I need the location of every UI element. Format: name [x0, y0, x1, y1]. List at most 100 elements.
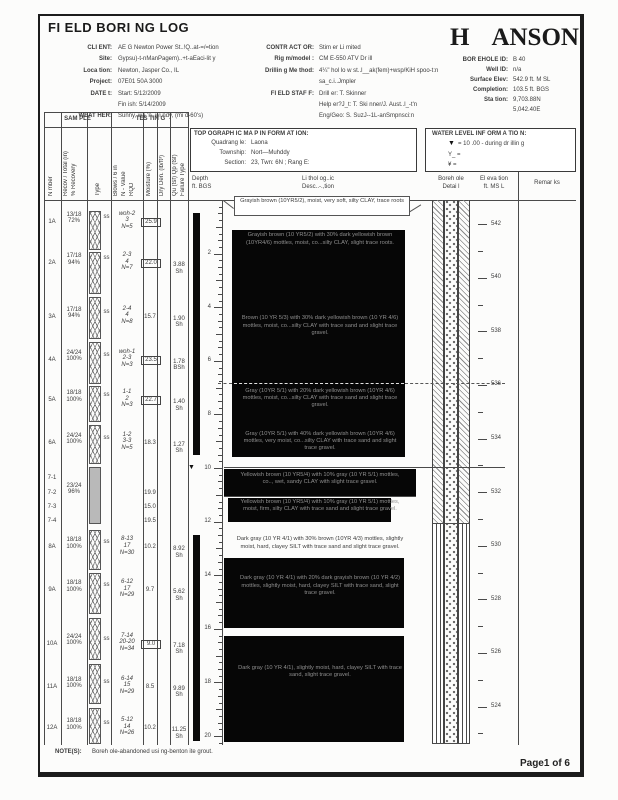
sample-moisture: 8.5 — [145, 683, 155, 690]
info-value: AE G Newton Power St..!Q..at-=/=tion — [118, 45, 219, 51]
elev-label: 526 — [491, 649, 502, 656]
borehole-hatch-left — [432, 200, 444, 523]
redaction-box — [228, 498, 391, 522]
depth-label: 2 — [207, 250, 211, 257]
sample-moisture: 9.7 — [145, 587, 155, 594]
elev-tick — [478, 599, 487, 601]
sample-moisture: 19.9 — [144, 489, 156, 496]
elev-tick — [478, 652, 487, 654]
depth-tick — [214, 253, 222, 255]
topo-label: Section: — [224, 160, 246, 166]
sample-id: 8A — [48, 544, 56, 551]
sample-id: 11A — [46, 683, 58, 690]
column-header-rotated: Blows / 6 in — [113, 165, 119, 196]
split-spoon-symbol — [89, 342, 101, 384]
sample-type: ss — [103, 635, 110, 642]
sample-moisture: 15.0 — [144, 504, 156, 511]
info-label: Sta tion: — [484, 97, 508, 103]
sample-id: 7-2 — [47, 489, 57, 496]
depth-tick — [219, 715, 222, 717]
depth-tick — [219, 327, 222, 329]
depth-label: 20 — [204, 732, 211, 739]
sample-recovery: 18/18 100% — [66, 580, 82, 593]
sample-blows: 6-12 17 N=29 — [119, 579, 135, 599]
depth-tick — [218, 722, 222, 724]
water-level-icon: ▼ — [188, 463, 195, 471]
sample-moisture: 18.3 — [144, 439, 156, 446]
depth-tick — [219, 729, 222, 731]
info-label: Completion: — [473, 87, 508, 93]
elev-tick — [478, 224, 487, 225]
depth-tick — [219, 273, 222, 275]
info-value: Eng/Geo: S. SuzJ--1L-anSmpnsci:n — [319, 113, 415, 120]
sample-id: 12A — [46, 725, 58, 732]
split-spoon-symbol — [89, 618, 101, 660]
column-header-rotated: N - Value — [121, 171, 127, 196]
depth-tick — [218, 347, 222, 349]
split-spoon-symbol — [89, 425, 101, 464]
depth-tick — [214, 360, 222, 362]
sample-interval-bar — [193, 213, 200, 455]
litho-description: Yellowish brown (10 YR5/4) with 10% gray… — [240, 498, 400, 513]
depth-tick — [219, 595, 222, 597]
redaction-box — [232, 230, 405, 457]
elev-tick — [478, 545, 487, 547]
sample-blows: 6-14 15 N=29 — [119, 675, 135, 695]
info-value: Gypsu)-t-nManPagem)..+t-aEaci-lit y — [118, 56, 216, 63]
sample-recovery: 24/24 100% — [66, 432, 82, 446]
info-label: DATE t: — [90, 90, 112, 97]
sample-type: ss — [103, 434, 110, 441]
sample-blows: 1-1 2 N=3 — [121, 389, 133, 409]
litho-header-sub: Desc..-.,tion — [301, 184, 334, 190]
info-label: FI ELD STAF F: — [270, 90, 314, 97]
column-header-rotated: RQD — [129, 182, 135, 196]
depth-tick — [219, 675, 222, 677]
depth-tick — [216, 441, 222, 442]
sample-moisture: 9.0 — [141, 639, 161, 649]
elev-tick — [478, 277, 487, 279]
note-text: Boreh ole-abandoned usi ng-benton ite gr… — [92, 749, 213, 755]
info-value: CM E-550 ATV Dr ill — [319, 56, 373, 63]
info-value: Start: 5/12/2009 — [118, 90, 161, 97]
depth-tick — [219, 702, 222, 704]
topo-value: Nort—Muhddy — [251, 150, 290, 156]
depth-tick — [218, 293, 222, 295]
sample-recovery: 23/24 96% — [66, 482, 82, 496]
depth-tick — [218, 454, 222, 456]
split-spoon-symbol — [89, 296, 101, 340]
elev-header-units: ft. MS L — [483, 184, 505, 190]
sample-type: ss — [103, 351, 110, 358]
info-value: 07E01 50A 3000 — [118, 79, 163, 86]
depth-tick — [218, 669, 222, 670]
sample-interval-bar — [193, 535, 200, 742]
depth-tick — [214, 575, 222, 576]
elev-label: 532 — [491, 488, 502, 495]
depth-tick — [219, 206, 222, 208]
split-spoon-symbol — [89, 529, 101, 570]
info-label: BOR EHOLE ID: — [462, 57, 508, 63]
litho-description: Brown (10 YR 5/3) with 30% dark yellowis… — [241, 315, 399, 336]
elev-label: 534 — [491, 435, 502, 441]
logo-anson: ANSON — [491, 24, 579, 51]
elev-tick — [478, 572, 483, 574]
page-number: Page1 of 6 — [519, 758, 570, 769]
page-title: FI ELD BORI NG LOG — [48, 20, 190, 35]
depth-tick — [219, 568, 222, 570]
depth-tick — [214, 414, 222, 416]
depth-tick — [219, 622, 222, 623]
depth-tick — [218, 535, 222, 536]
litho-header: Li thol og..ic — [301, 176, 335, 182]
depth-tick — [214, 736, 222, 737]
info-label: Loca tion: — [83, 67, 112, 74]
depth-tick — [218, 508, 222, 509]
info-value: 5,042.40E — [513, 107, 541, 113]
info-value: 103.5 ft. BGS — [513, 87, 550, 93]
litho-description: Gray (10YR 5/1) with 20% dark yellowish … — [242, 387, 398, 409]
depth-tick — [219, 367, 222, 369]
group-label-sample: SAM PLE — [64, 116, 91, 122]
depth-label: 4 — [207, 303, 211, 310]
depth-tick — [218, 240, 222, 241]
depth-tick — [219, 394, 222, 396]
elev-header: El eva tion — [479, 176, 509, 182]
split-spoon-symbol — [89, 572, 101, 614]
